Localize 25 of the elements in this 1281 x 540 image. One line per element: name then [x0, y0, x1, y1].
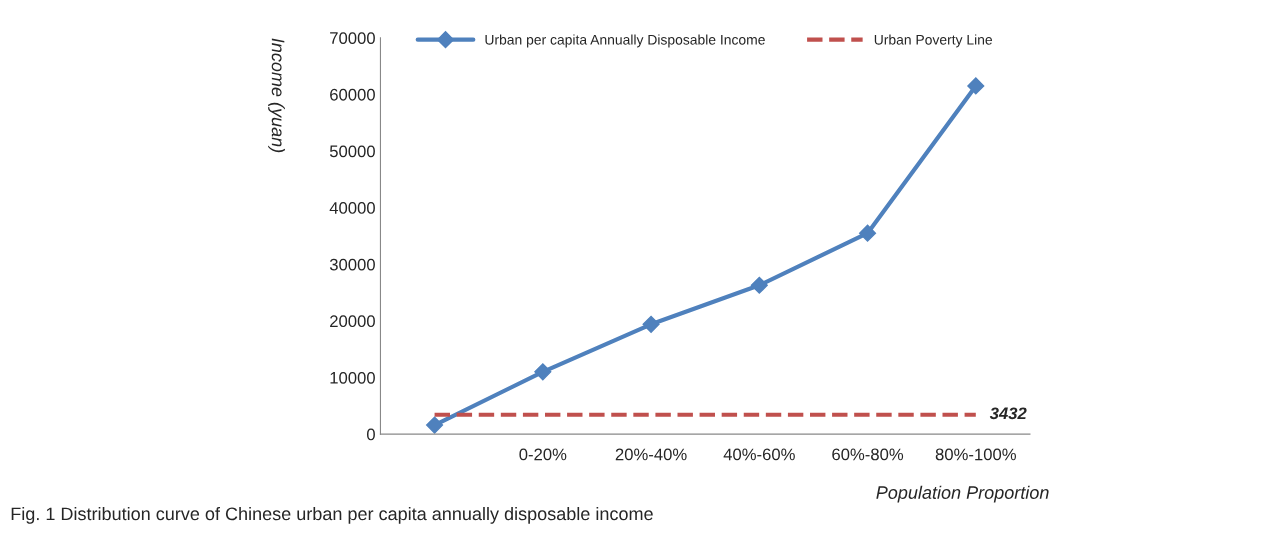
y-tick-label: 50000 — [329, 145, 375, 158]
x-tick-label: 40%-60% — [723, 448, 795, 461]
point — [426, 416, 444, 434]
y-tick-label: 10000 — [330, 371, 375, 384]
x-tick-label: 60%-80% — [832, 448, 904, 461]
point — [642, 315, 660, 333]
legend-label: Urban per capita Annually Disposable Income — [485, 34, 765, 48]
point — [534, 363, 552, 381]
legend-label: Urban Poverty Line — [874, 34, 993, 48]
point — [859, 224, 877, 242]
x-tick-label: 0-20% — [519, 448, 567, 461]
y-tick-label: 60000 — [330, 88, 375, 101]
y-tick-label: 0 — [366, 428, 375, 441]
y-tick-label: 40000 — [329, 202, 375, 214]
point — [750, 276, 768, 294]
point — [967, 77, 985, 95]
y-tick-label: 20000 — [330, 315, 375, 328]
x-tick-label: 20%-40% — [615, 448, 687, 461]
y-tick-label: 70000 — [330, 32, 375, 44]
caption: Fig. 1 Distribution curve of Chinese urban per capita annually disposable income — [11, 506, 653, 524]
data-label: 3432 — [989, 407, 1027, 420]
x-tick-label: 80%-100% — [935, 448, 1016, 461]
y-tick-label: 30000 — [329, 258, 375, 271]
y-axis-title: Income (yuan) — [268, 38, 285, 153]
x-axis-title: Population Proportion — [876, 485, 1049, 503]
